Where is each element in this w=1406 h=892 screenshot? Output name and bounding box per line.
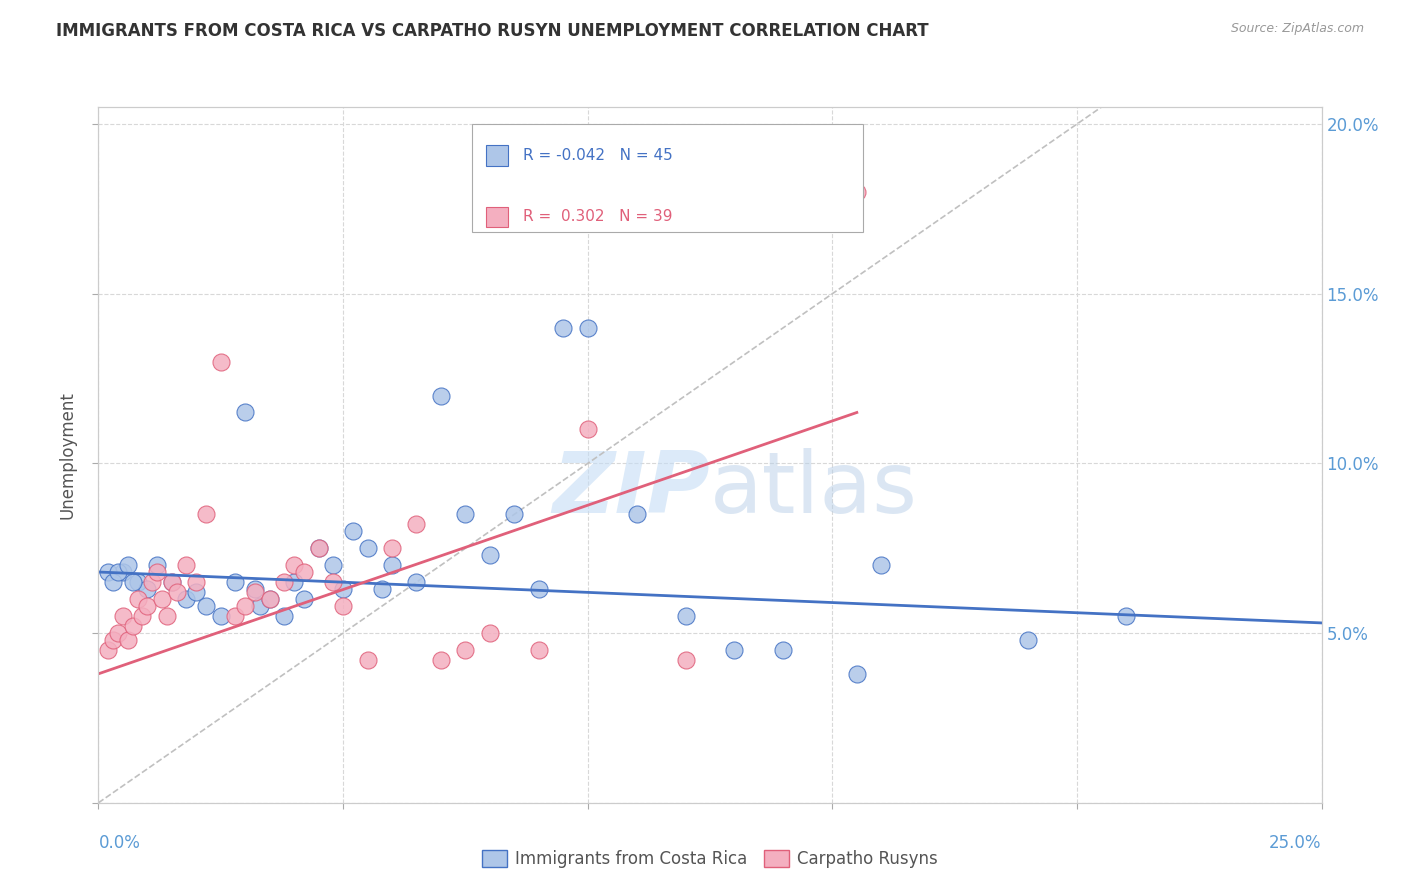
- Point: [195, 599, 218, 613]
- Point: [322, 558, 344, 573]
- Point: [675, 609, 697, 624]
- Point: [186, 575, 208, 590]
- Point: [141, 575, 163, 590]
- Point: [1017, 632, 1039, 647]
- Point: [176, 592, 198, 607]
- Point: [107, 626, 129, 640]
- Text: ZIP: ZIP: [553, 448, 710, 532]
- Point: [292, 592, 315, 607]
- Point: [553, 320, 575, 334]
- Point: [136, 582, 159, 596]
- Point: [332, 582, 354, 596]
- Point: [503, 508, 526, 522]
- Point: [1115, 609, 1137, 624]
- Point: [371, 582, 394, 596]
- Text: R =  0.302   N = 39: R = 0.302 N = 39: [523, 210, 672, 225]
- Point: [243, 582, 266, 596]
- FancyBboxPatch shape: [471, 124, 863, 232]
- Point: [121, 575, 143, 590]
- Point: [870, 558, 893, 573]
- Point: [150, 592, 173, 607]
- Point: [723, 643, 745, 657]
- Point: [356, 541, 378, 556]
- Point: [454, 643, 477, 657]
- Point: [146, 558, 169, 573]
- Point: [249, 599, 271, 613]
- Text: Source: ZipAtlas.com: Source: ZipAtlas.com: [1230, 22, 1364, 36]
- Point: [243, 585, 266, 599]
- Point: [273, 575, 295, 590]
- Point: [283, 558, 305, 573]
- Point: [527, 582, 550, 596]
- Point: [156, 609, 179, 624]
- Point: [478, 548, 501, 562]
- Point: [845, 185, 868, 199]
- Point: [101, 632, 124, 647]
- Point: [356, 653, 378, 667]
- Point: [342, 524, 364, 539]
- Point: [626, 508, 648, 522]
- Text: 0.0%: 0.0%: [98, 834, 141, 852]
- Legend: Immigrants from Costa Rica, Carpatho Rusyns: Immigrants from Costa Rica, Carpatho Rus…: [475, 843, 945, 874]
- Point: [166, 585, 188, 599]
- Point: [405, 517, 427, 532]
- Point: [117, 632, 139, 647]
- Point: [381, 558, 404, 573]
- Point: [322, 575, 344, 590]
- Point: [111, 609, 134, 624]
- Point: [160, 575, 183, 590]
- Point: [576, 422, 599, 436]
- Point: [430, 388, 453, 402]
- FancyBboxPatch shape: [486, 145, 508, 166]
- Point: [136, 599, 159, 613]
- Point: [111, 565, 134, 579]
- Point: [259, 592, 281, 607]
- Point: [283, 575, 305, 590]
- Point: [259, 592, 281, 607]
- Point: [186, 585, 208, 599]
- Text: R = -0.042   N = 45: R = -0.042 N = 45: [523, 148, 672, 163]
- Point: [233, 599, 256, 613]
- Point: [454, 508, 477, 522]
- Point: [576, 320, 599, 334]
- Text: atlas: atlas: [710, 448, 918, 532]
- Point: [224, 575, 246, 590]
- Point: [127, 592, 149, 607]
- Point: [308, 541, 330, 556]
- Point: [527, 643, 550, 657]
- Point: [117, 558, 139, 573]
- Point: [209, 609, 232, 624]
- Point: [772, 643, 794, 657]
- Point: [121, 619, 143, 633]
- FancyBboxPatch shape: [486, 207, 508, 227]
- Text: IMMIGRANTS FROM COSTA RICA VS CARPATHO RUSYN UNEMPLOYMENT CORRELATION CHART: IMMIGRANTS FROM COSTA RICA VS CARPATHO R…: [56, 22, 929, 40]
- Point: [127, 575, 149, 590]
- Point: [224, 609, 246, 624]
- Point: [195, 508, 218, 522]
- Point: [273, 609, 295, 624]
- Point: [176, 558, 198, 573]
- Point: [308, 541, 330, 556]
- Point: [209, 354, 232, 368]
- Point: [405, 575, 427, 590]
- Text: 25.0%: 25.0%: [1270, 834, 1322, 852]
- Point: [332, 599, 354, 613]
- Point: [160, 575, 183, 590]
- Point: [97, 565, 120, 579]
- Point: [146, 565, 169, 579]
- Point: [845, 666, 868, 681]
- Point: [97, 643, 120, 657]
- Point: [430, 653, 453, 667]
- Point: [292, 565, 315, 579]
- Point: [107, 565, 129, 579]
- Point: [101, 575, 124, 590]
- Y-axis label: Unemployment: Unemployment: [59, 391, 77, 519]
- Point: [233, 405, 256, 419]
- Point: [381, 541, 404, 556]
- Point: [478, 626, 501, 640]
- Point: [131, 609, 153, 624]
- Point: [675, 653, 697, 667]
